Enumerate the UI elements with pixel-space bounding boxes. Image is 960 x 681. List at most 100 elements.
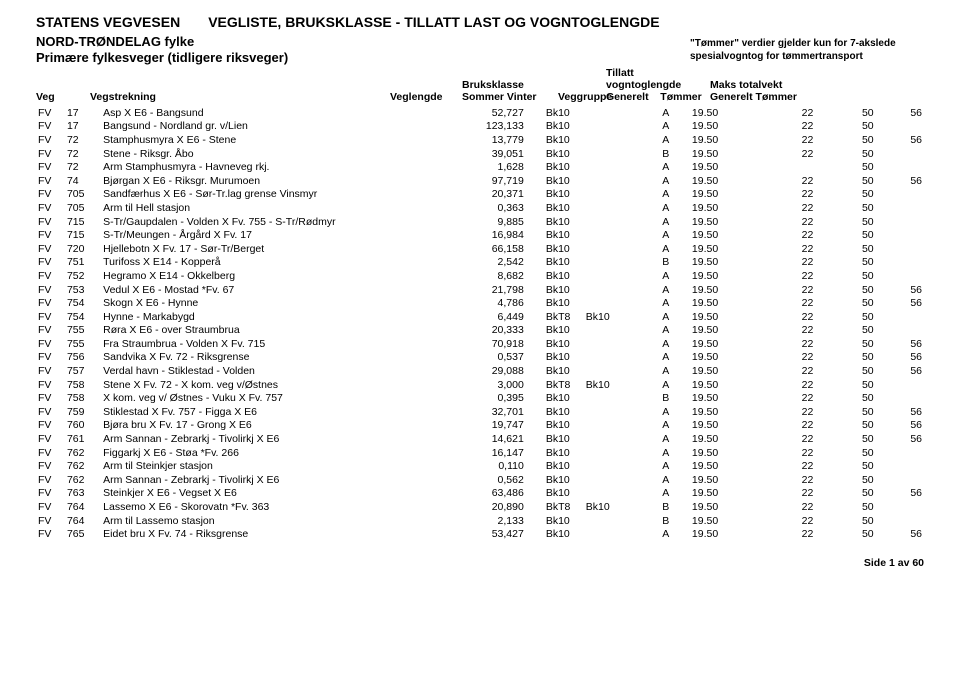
cell-strekning: Arm til Steinkjer stasjon — [101, 459, 463, 473]
cell-bk-sommer: Bk10 — [526, 337, 584, 351]
cell-strekning: S-Tr/Gaupdalen - Volden X Fv. 755 - S-Tr… — [101, 215, 463, 229]
cell-strekning: Bjørgan X E6 - Riksgr. Murumoen — [101, 174, 463, 188]
cell-veg: FV — [36, 459, 65, 473]
cell-generelt: 19.50 — [690, 242, 750, 256]
cell-maks-tom: 56 — [876, 133, 924, 147]
cell-maks-gen: 50 — [815, 391, 875, 405]
cell-strekning: Hjellebotn X Fv. 17 - Sør-Tr/Berget — [101, 242, 463, 256]
tommer-note: "Tømmer" verdier gjelder kun for 7-aksle… — [690, 38, 932, 63]
cell-maks-gen: 50 — [815, 174, 875, 188]
cell-lengde: 8,682 — [463, 269, 526, 283]
cell-bk-vinter — [584, 459, 642, 473]
cell-gruppe: A — [642, 296, 690, 310]
cell-tommer: 22 — [750, 432, 815, 446]
cell-generelt: 19.50 — [690, 215, 750, 229]
table-row: FV754Hynne - Markabygd6,449BkT8Bk10A19.5… — [36, 310, 924, 324]
cell-num: 761 — [65, 432, 101, 446]
cell-tommer: 22 — [750, 283, 815, 297]
cell-generelt: 19.50 — [690, 527, 750, 541]
cell-maks-tom: 56 — [876, 337, 924, 351]
cell-gruppe: A — [642, 188, 690, 202]
cell-bk-sommer: Bk10 — [526, 527, 584, 541]
cell-tommer: 22 — [750, 228, 815, 242]
cell-maks-tom — [876, 160, 924, 174]
cell-num: 72 — [65, 147, 101, 161]
cell-veg: FV — [36, 106, 65, 120]
col-bruksklasse-sub: Sommer Vinter — [462, 91, 537, 103]
cell-veg: FV — [36, 283, 65, 297]
cell-veg: FV — [36, 201, 65, 215]
cell-bk-vinter — [584, 215, 642, 229]
cell-veg: FV — [36, 364, 65, 378]
cell-tommer: 22 — [750, 256, 815, 270]
cell-maks-gen: 50 — [815, 106, 875, 120]
cell-bk-vinter — [584, 405, 642, 419]
table-row: FV764Lassemo X E6 - Skorovatn *Fv. 36320… — [36, 500, 924, 514]
cell-generelt: 19.50 — [690, 324, 750, 338]
cell-num: 758 — [65, 378, 101, 392]
cell-generelt: 19.50 — [690, 351, 750, 365]
cell-bk-vinter: Bk10 — [584, 500, 642, 514]
cell-tommer: 22 — [750, 337, 815, 351]
table-row: FV752Hegramo X E14 - Okkelberg8,682Bk10A… — [36, 269, 924, 283]
cell-bk-vinter — [584, 527, 642, 541]
cell-veg: FV — [36, 337, 65, 351]
cell-lengde: 63,486 — [463, 487, 526, 501]
cell-bk-vinter: Bk10 — [584, 310, 642, 324]
cell-bk-vinter — [584, 514, 642, 528]
cell-maks-tom: 56 — [876, 527, 924, 541]
cell-gruppe: A — [642, 487, 690, 501]
cell-generelt: 19.50 — [690, 120, 750, 134]
cell-lengde: 70,918 — [463, 337, 526, 351]
cell-tommer: 22 — [750, 391, 815, 405]
cell-maks-tom — [876, 391, 924, 405]
cell-generelt: 19.50 — [690, 174, 750, 188]
cell-strekning: Turifoss X E14 - Kopperå — [101, 256, 463, 270]
cell-num: 763 — [65, 487, 101, 501]
table-row: FV764Arm til Lassemo stasjon2,133Bk10B19… — [36, 514, 924, 528]
cell-bk-vinter — [584, 256, 642, 270]
cell-lengde: 20,371 — [463, 188, 526, 202]
cell-maks-gen: 50 — [815, 310, 875, 324]
cell-gruppe: B — [642, 500, 690, 514]
cell-strekning: Verdal havn - Stiklestad - Volden — [101, 364, 463, 378]
cell-num: 759 — [65, 405, 101, 419]
cell-tommer: 22 — [750, 446, 815, 460]
cell-bk-sommer: Bk10 — [526, 473, 584, 487]
cell-bk-sommer: BkT8 — [526, 378, 584, 392]
cell-bk-vinter — [584, 174, 642, 188]
cell-bk-sommer: Bk10 — [526, 160, 584, 174]
cell-tommer: 22 — [750, 459, 815, 473]
cell-maks-gen: 50 — [815, 500, 875, 514]
cell-generelt: 19.50 — [690, 391, 750, 405]
cell-generelt: 19.50 — [690, 432, 750, 446]
cell-maks-gen: 50 — [815, 242, 875, 256]
cell-strekning: Sandfærhus X E6 - Sør-Tr.lag grense Vins… — [101, 188, 463, 202]
cell-maks-tom — [876, 446, 924, 460]
cell-strekning: Asp X E6 - Bangsund — [101, 106, 463, 120]
cell-veg: FV — [36, 188, 65, 202]
cell-generelt: 19.50 — [690, 405, 750, 419]
cell-bk-sommer: BkT8 — [526, 310, 584, 324]
cell-bk-vinter — [584, 133, 642, 147]
cell-strekning: Bjøra bru X Fv. 17 - Grong X E6 — [101, 419, 463, 433]
cell-strekning: Hegramo X E14 - Okkelberg — [101, 269, 463, 283]
cell-bk-sommer: Bk10 — [526, 391, 584, 405]
table-row: FV759Stiklestad X Fv. 757 - Figga X E632… — [36, 405, 924, 419]
cell-strekning: Arm Stamphusmyra - Havneveg rkj. — [101, 160, 463, 174]
cell-maks-tom — [876, 324, 924, 338]
table-row: FV705Sandfærhus X E6 - Sør-Tr.lag grense… — [36, 188, 924, 202]
cell-strekning: Stamphusmyra X E6 - Stene — [101, 133, 463, 147]
cell-generelt: 19.50 — [690, 269, 750, 283]
cell-num: 751 — [65, 256, 101, 270]
cell-maks-gen: 50 — [815, 120, 875, 134]
col-veg: Veg — [36, 91, 60, 103]
cell-generelt: 19.50 — [690, 106, 750, 120]
table-row: FV705Arm til Hell stasjon0,363Bk10A19.50… — [36, 201, 924, 215]
cell-tommer: 22 — [750, 405, 815, 419]
cell-generelt: 19.50 — [690, 133, 750, 147]
cell-lengde: 21,798 — [463, 283, 526, 297]
col-bruksklasse: Bruksklasse — [462, 79, 524, 91]
table-row: FV72Arm Stamphusmyra - Havneveg rkj.1,62… — [36, 160, 924, 174]
cell-maks-tom: 56 — [876, 283, 924, 297]
